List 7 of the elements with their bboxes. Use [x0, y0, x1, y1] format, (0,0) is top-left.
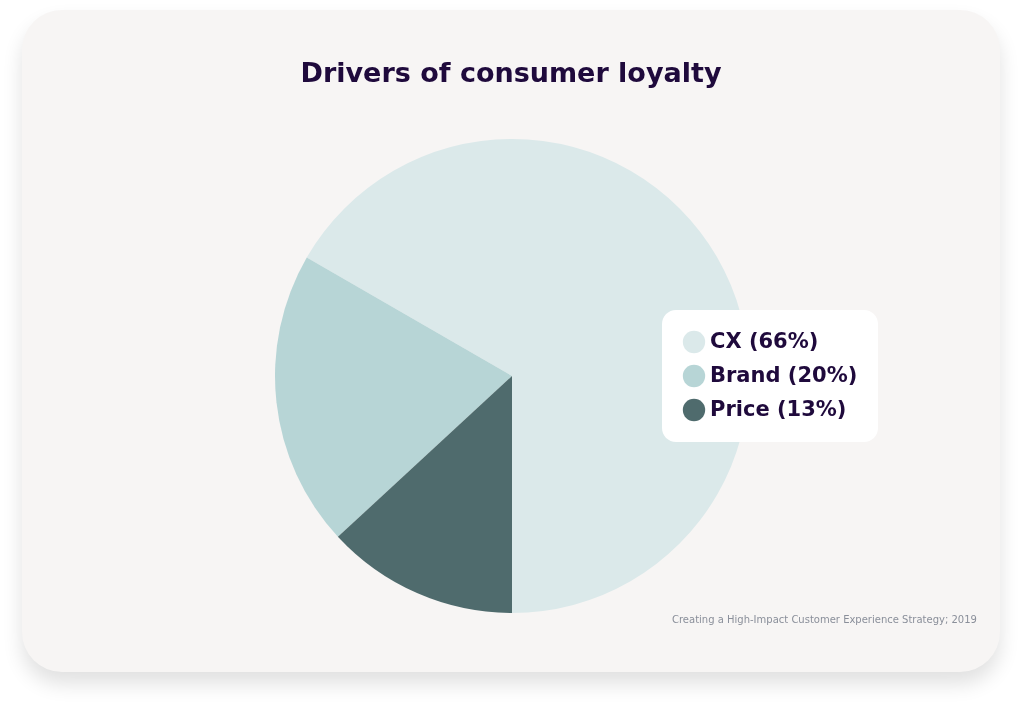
text: Creating a High-Impact Customer Experience Strategy; 2019 — [672, 614, 977, 625]
chart-title: Drivers of consumer loyalty — [300, 57, 722, 88]
legend-label: CX (66%) — [710, 329, 819, 353]
legend-label: Price (13%) — [710, 397, 847, 421]
pie-slice — [275, 257, 512, 537]
legend-label: Brand (20%) — [710, 363, 858, 387]
pie-slice — [337, 376, 512, 613]
